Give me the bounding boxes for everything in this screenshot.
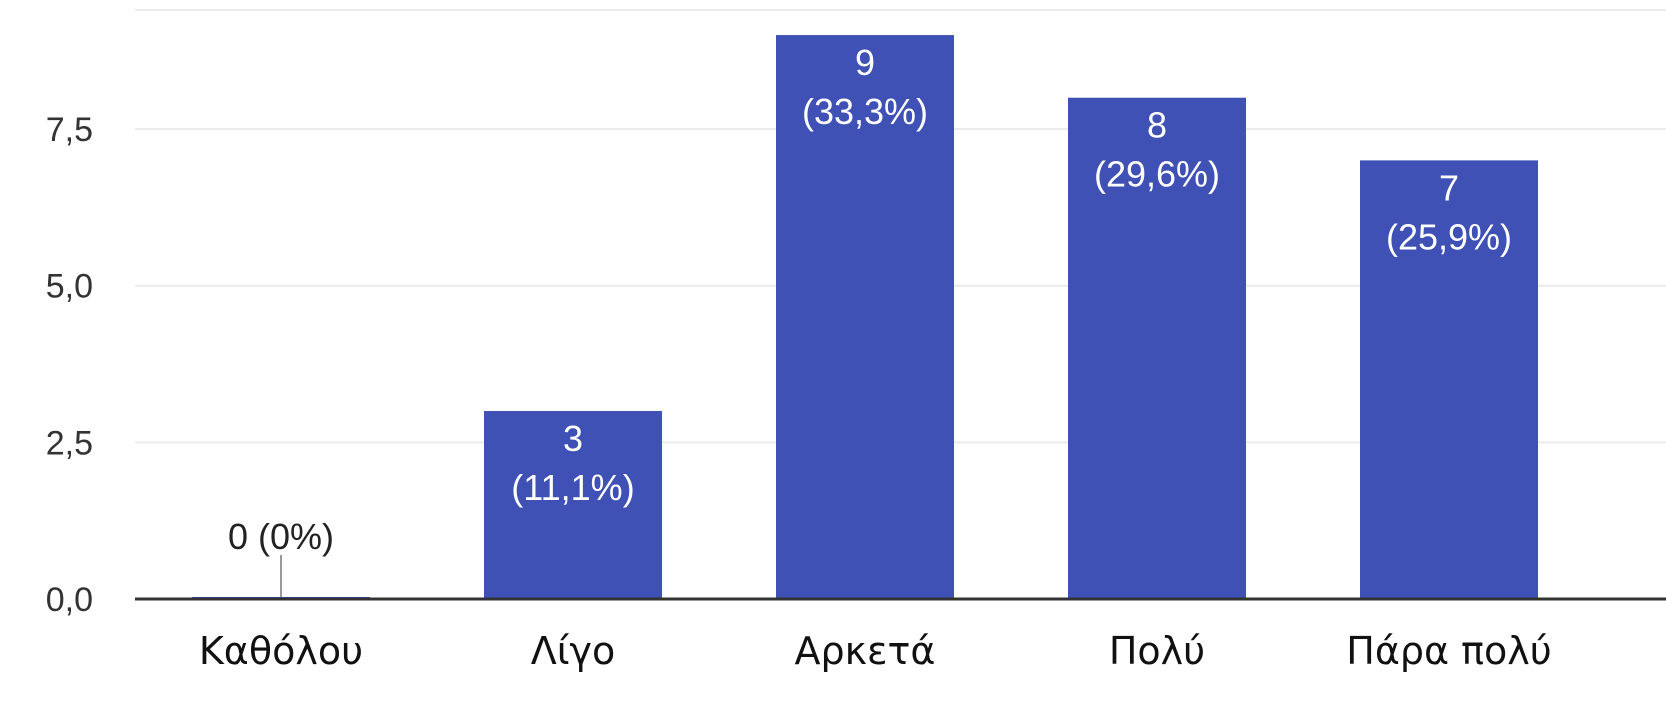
y-tick-label: 2,5 — [46, 424, 93, 462]
bar-data-label: 8 — [1147, 105, 1167, 146]
bar-data-label: (11,1%) — [511, 467, 634, 508]
bar-data-label: 3 — [563, 418, 583, 459]
y-tick-label: 5,0 — [46, 268, 93, 306]
data-labels: 0 (0%) 3 (11,1%) 9 (33,3%) 8 (29,6%) 7 (25,9%) — [228, 42, 1512, 597]
x-tick-label: Πάρα πολύ — [1346, 629, 1551, 673]
y-tick-label: 0,0 — [46, 581, 93, 619]
bar — [1068, 97, 1246, 600]
y-axis: 0,0 2,5 5,0 7,5 — [46, 111, 93, 619]
x-tick-label: Λίγο — [531, 629, 616, 673]
x-tick-label: Καθόλου — [199, 629, 363, 673]
bar-data-label: (25,9%) — [1386, 216, 1512, 257]
bar-data-label: (29,6%) — [1094, 154, 1220, 195]
bar — [484, 411, 662, 599]
x-tick-label: Αρκετά — [795, 629, 936, 673]
bar-data-label: (33,3%) — [802, 91, 928, 132]
bar — [1360, 160, 1538, 599]
bar-data-label: 7 — [1439, 167, 1459, 208]
y-tick-label: 7,5 — [46, 111, 93, 149]
x-tick-label: Πολύ — [1109, 629, 1205, 673]
bar-data-label: 9 — [855, 42, 875, 83]
bar-data-label: 0 (0%) — [228, 516, 334, 557]
x-axis: Καθόλου Λίγο Αρκετά Πολύ Πάρα πολύ — [199, 629, 1552, 673]
bar — [776, 35, 954, 599]
bars — [192, 35, 1538, 600]
